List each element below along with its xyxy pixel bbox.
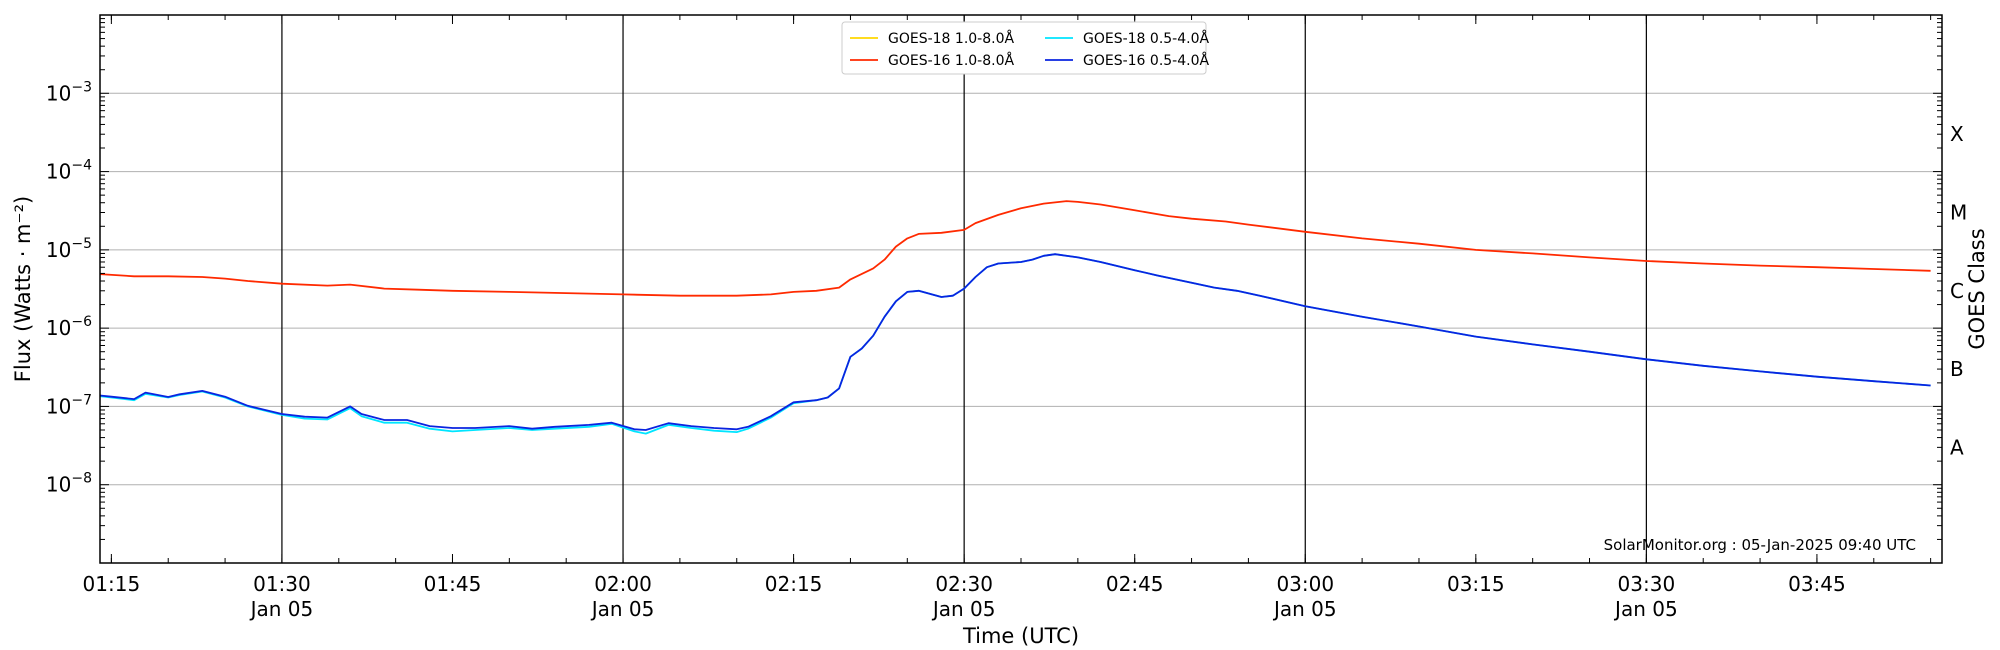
x-tick-date-label: Jan 05 xyxy=(931,597,996,621)
x-tick-label: 02:15 xyxy=(765,572,823,596)
x-tick-date-label: Jan 05 xyxy=(1272,597,1337,621)
goes-class-label: A xyxy=(1950,435,1964,459)
legend-label: GOES-16 0.5-4.0Å xyxy=(1083,52,1209,69)
goes-class-label: M xyxy=(1950,201,1967,225)
goes-class-label: C xyxy=(1950,279,1964,303)
x-tick-label: 01:30 xyxy=(253,572,311,596)
grid-layer xyxy=(100,15,1942,563)
x-tick-label: 02:30 xyxy=(935,572,993,596)
y-tick-label: 10−7 xyxy=(46,392,92,418)
x-tick-label: 03:15 xyxy=(1447,572,1505,596)
y-tick-label: 10−6 xyxy=(46,314,92,340)
credit-text: SolarMonitor.org : 05-Jan-2025 09:40 UTC xyxy=(1604,536,1916,554)
y-tick-label: 10−4 xyxy=(46,158,92,184)
goes-class-label: X xyxy=(1950,122,1964,146)
legend-label: GOES-18 1.0-8.0Å xyxy=(888,30,1014,47)
goes-class-axis-title: GOES Class xyxy=(1965,228,1989,349)
x-tick-label: 03:00 xyxy=(1276,572,1334,596)
x-tick-label: 02:45 xyxy=(1106,572,1164,596)
x-tick-label: 01:15 xyxy=(83,572,141,596)
x-tick-date-label: Jan 05 xyxy=(590,597,655,621)
y-tick-label: 10−3 xyxy=(46,79,92,105)
x-axis-title: Time (UTC) xyxy=(962,624,1079,648)
series-line-3 xyxy=(99,253,1931,431)
y-axis-title: Flux (Watts · m⁻²) xyxy=(11,196,35,382)
legend-label: GOES-16 1.0-8.0Å xyxy=(888,52,1014,69)
x-tick-date-label: Jan 05 xyxy=(249,597,314,621)
x-tick-label: 02:00 xyxy=(594,572,652,596)
x-tick-label: 03:30 xyxy=(1618,572,1676,596)
legend: GOES-18 1.0-8.0Å GOES-18 0.5-4.0Å GOES-16 … xyxy=(841,21,1209,75)
legend-box xyxy=(841,21,1207,75)
legend-label: GOES-18 0.5-4.0Å xyxy=(1083,30,1209,47)
series-layer xyxy=(99,200,1931,435)
x-tick-date-label: Jan 05 xyxy=(1613,597,1678,621)
x-tick-label: 03:45 xyxy=(1788,572,1846,596)
y-tick-label: 10−5 xyxy=(46,236,92,262)
y-tick-label: 10−8 xyxy=(46,471,92,497)
series-line-1 xyxy=(99,200,1931,297)
goes-class-label: B xyxy=(1950,357,1964,381)
x-tick-label: 01:45 xyxy=(424,572,482,596)
